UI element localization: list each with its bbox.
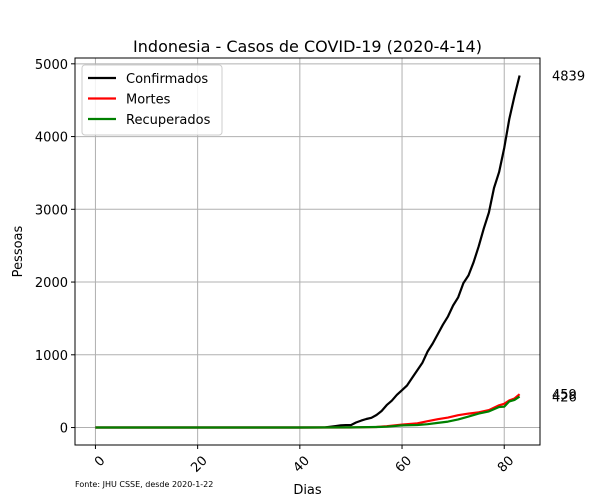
y-tick-label: 1000 — [35, 349, 68, 364]
series-lines — [95, 75, 521, 429]
series-line-recuperados — [95, 395, 521, 429]
legend-label-recuperados: Recuperados — [126, 113, 211, 128]
y-tick-label: 4000 — [35, 131, 68, 146]
legend: Confirmados Mortes Recuperados — [81, 64, 223, 136]
end-label-recuperados: 426 — [552, 391, 577, 406]
y-tick-label: 0 — [60, 422, 68, 437]
y-tick-label: 3000 — [35, 203, 68, 218]
series-line-confirmados — [95, 75, 521, 429]
legend-box — [81, 64, 223, 136]
source-footnote: Fonte: JHU CSSE, desde 2020-1-22 — [75, 480, 213, 489]
x-tick-label: 40 — [291, 453, 313, 475]
x-tick-label: 20 — [188, 453, 210, 475]
x-axis-label: Dias — [293, 483, 322, 498]
y-tick-label: 5000 — [35, 58, 68, 73]
end-label-mortes: 459 — [552, 388, 577, 403]
plot-frame — [74, 57, 541, 446]
y-tick-label: 2000 — [35, 276, 68, 291]
x-tick-label: 60 — [393, 453, 415, 475]
legend-label-mortes: Mortes — [126, 93, 171, 108]
series-line-mortes — [95, 393, 521, 429]
legend-label-confirmados: Confirmados — [126, 72, 208, 87]
x-tick-label: 0 — [92, 453, 108, 469]
chart-title: Indonesia - Casos de COVID-19 (2020-4-14… — [133, 37, 482, 56]
y-axis-label: Pessoas — [11, 225, 26, 277]
x-tick-label: 80 — [495, 453, 517, 475]
end-label-confirmados: 4839 — [552, 70, 585, 85]
